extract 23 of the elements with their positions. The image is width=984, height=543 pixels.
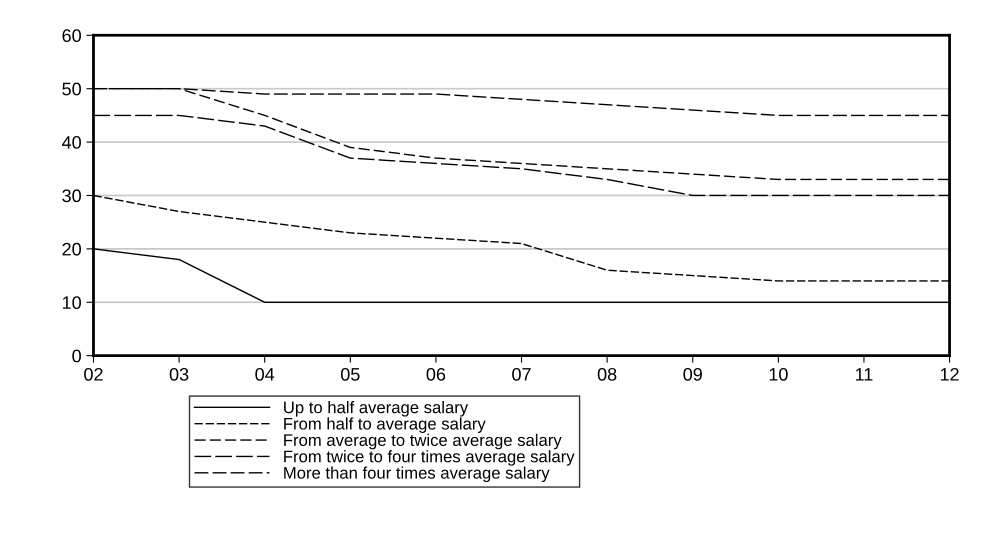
x-tick-label: 12 [940,368,959,381]
legend-label: From twice to four times average salary [284,450,575,466]
x-tick-label: 06 [426,368,446,381]
y-tick-label: 0 [72,350,81,362]
y-tick-label: 10 [62,296,81,309]
legend-label: From half to average salary [284,417,486,433]
legend-label: From average to twice average salary [284,434,562,450]
y-tick-label: 40 [62,136,81,149]
y-tick-label: 30 [62,189,81,202]
x-tick-label: 07 [512,368,531,381]
x-tick-label: 10 [770,368,788,381]
x-tick-label: 03 [170,368,188,381]
y-tick-label: 20 [62,242,81,256]
legend-label: More than four times average salary [284,466,550,482]
x-tick-label: 05 [340,368,360,381]
x-tick-label: 02 [84,368,103,381]
y-tick-label: 50 [62,82,81,96]
x-tick-label: 09 [683,368,702,381]
y-tick-label: 60 [62,29,81,42]
legend-label: Up to half average salary [284,401,468,417]
x-tick-label: 04 [255,368,274,381]
x-tick-label: 08 [598,368,616,381]
x-tick-label: 11 [856,368,872,381]
